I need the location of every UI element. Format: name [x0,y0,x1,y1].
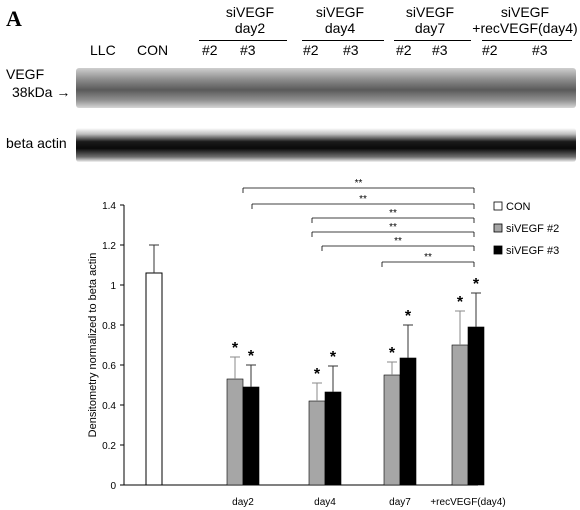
comparison-label: ** [389,208,397,219]
legend-entry: CON [506,201,531,213]
y-tick-label: 1 [110,281,116,292]
bar [451,344,469,486]
sub-rec-3: #3 [532,42,548,58]
legend-entry: siVEGF #2 [506,223,559,235]
bar [308,400,326,486]
bar [399,357,417,486]
bar [467,326,485,486]
bar [383,374,401,486]
legend-swatch [493,223,503,233]
group-day2-line2: day2 [234,20,266,36]
comparison-label: ** [355,178,363,189]
beta-actin-blot-image [76,128,576,162]
sub-day4-3: #3 [343,42,359,58]
y-tick-label: 0.6 [102,361,116,372]
legend-swatch [493,201,503,211]
vegf-blot-image [76,68,576,108]
x-tick-label: day2 [232,497,254,508]
comparison-label: ** [359,194,367,205]
panel-letter: A [6,6,22,31]
comparison-label: ** [394,236,402,247]
sub-day7-3: #3 [432,42,448,58]
y-axis-label: Densitometry normalized to beta actin [87,253,99,438]
significance-star: * [248,348,255,365]
y-tick-label: 1.4 [102,201,116,212]
significance-star: * [232,340,239,357]
sub-day7-2: #2 [396,42,412,58]
sub-day2-2: #2 [202,42,218,58]
bar [226,378,244,486]
group-day7-line1: siVEGF [405,4,455,20]
bar [242,386,260,486]
blot-row1-mw: 38kDa → [12,84,71,100]
y-tick-label: 0.2 [102,441,116,452]
group-day4-line1: siVEGF [315,4,365,20]
x-tick-label: day7 [389,497,411,508]
y-tick-label: 0 [110,481,116,492]
comparison-label: ** [424,252,432,263]
group-day4-underline [302,40,384,41]
significance-star: * [314,366,321,383]
bar [324,391,342,486]
bar [145,272,163,486]
sub-day2-3: #3 [240,42,256,58]
y-tick-label: 1.2 [102,241,116,252]
group-day7-underline [394,40,471,41]
x-tick-label: +recVEGF(day4) [430,497,505,508]
significance-star: * [389,345,396,362]
y-tick-label: 0.4 [102,401,116,412]
lane-label-con: CON [137,42,169,58]
blot-row1-label: VEGF [6,66,45,82]
comparison-label: ** [389,222,397,233]
group-rec-line2: +recVEGF(day4) [472,20,578,36]
group-rec-underline [482,40,572,41]
legend-entry: siVEGF #3 [506,245,559,257]
group-rec-line1: siVEGF [500,4,550,20]
significance-star: * [457,294,464,311]
sub-rec-2: #2 [482,42,498,58]
lane-label-llc: LLC [90,42,116,58]
legend-swatch [493,245,503,255]
group-day2-line1: siVEGF [225,4,275,20]
densitometry-chart: 0 0.2 0.4 0.6 0.8 1 1.2 1.4 Densitometry normali… [87,178,559,508]
sub-day4-2: #2 [303,42,319,58]
group-day2-underline [199,40,287,41]
y-tick-label: 0.8 [102,321,116,332]
significance-star: * [405,308,412,325]
significance-star: * [330,349,337,366]
significance-star: * [473,276,480,293]
x-tick-label: day4 [314,497,336,508]
group-day4-line2: day4 [324,20,356,36]
blot-row2-label: beta actin [6,135,67,151]
group-day7-line2: day7 [414,20,446,36]
